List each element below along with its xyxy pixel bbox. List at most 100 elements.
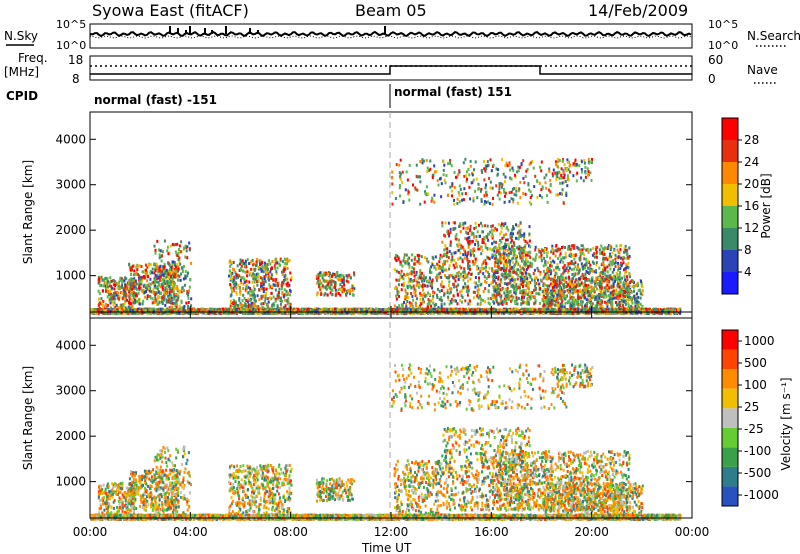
rti-cell: [246, 300, 249, 304]
rti-cell: [418, 175, 421, 179]
rti-cell: [491, 293, 494, 297]
rti-cell: [559, 260, 562, 264]
rti-cell: [543, 251, 546, 254]
rti-cell: [576, 289, 579, 293]
rti-cell: [474, 257, 477, 261]
rti-cell: [177, 251, 180, 255]
rti-cell: [545, 275, 547, 279]
rti-cell: [563, 305, 566, 309]
rti-cell: [488, 273, 491, 276]
rti-cell: [422, 283, 424, 287]
rti-cell: [245, 279, 248, 283]
rti-cell: [404, 274, 407, 277]
rti-cell: [423, 200, 426, 204]
rti-cell: [324, 273, 327, 277]
rti-cell: [561, 292, 564, 296]
rti-cell: [597, 301, 600, 305]
rti-cell: [586, 247, 589, 251]
rti-cell: [286, 277, 289, 281]
rti-cell: [462, 248, 465, 252]
rti-cell: [316, 293, 319, 297]
rti-cell: [320, 292, 323, 296]
rti-cell: [275, 271, 278, 275]
rti-cell: [491, 255, 494, 259]
rti-cell: [571, 280, 574, 284]
rti-cell: [485, 167, 488, 171]
rti-cell: [540, 253, 543, 257]
rti-cell: [548, 169, 551, 173]
rti-cell: [546, 194, 549, 198]
rti-cell: [260, 294, 263, 298]
rti-cell: [421, 293, 424, 297]
rti-cell: [399, 276, 402, 280]
rti-cell: [633, 294, 636, 298]
rti-cell: [435, 303, 438, 306]
rti-cell: [594, 284, 597, 288]
rti-cell: [555, 296, 558, 300]
rti-cell: [510, 274, 513, 278]
rti-cell: [602, 253, 605, 257]
rti-cell: [173, 272, 176, 276]
rti-cell: [258, 288, 261, 292]
rti-cell: [435, 170, 438, 174]
rti-cell: [625, 282, 628, 286]
rti-cell: [619, 285, 622, 288]
rti-cell: [334, 292, 337, 296]
rti-cell: [474, 260, 477, 264]
rti-cell: [496, 228, 498, 232]
rti-cell: [620, 264, 623, 268]
rti-cell: [613, 279, 616, 283]
rti-cell: [104, 284, 106, 288]
rti-cell: [584, 279, 587, 282]
rti-cell: [168, 282, 171, 285]
rti-cell: [100, 275, 103, 279]
rti-cell: [260, 269, 263, 273]
rti-cell: [443, 248, 446, 252]
freq-panel: Freq. [MHz] 18 8 60 0 Nave CPID: [4, 51, 778, 103]
rti-cell: [229, 259, 232, 263]
rti-cell: [525, 289, 527, 292]
rti-cell: [608, 286, 611, 290]
rti-cell: [512, 198, 515, 201]
rti-cell: [114, 291, 117, 295]
rti-cell: [412, 284, 415, 288]
rti-cell: [529, 274, 532, 278]
rti-cell: [579, 255, 582, 259]
rti-cell: [561, 181, 564, 185]
rti-cell: [496, 291, 499, 295]
rti-cell: [630, 290, 633, 294]
rti-cell: [630, 304, 633, 308]
rti-cell: [320, 281, 323, 285]
rti-cell: [259, 276, 262, 280]
rti-cell: [239, 292, 242, 296]
rti-cell: [451, 184, 454, 188]
rti-cell: [414, 255, 417, 259]
rti-cell: [548, 299, 551, 303]
rti-cell: [279, 306, 282, 310]
rti-cell: [576, 300, 579, 303]
rti-cell: [166, 294, 169, 298]
rti-cell: [485, 281, 488, 284]
rti-cell: [397, 279, 400, 282]
rti-cell: [607, 294, 610, 297]
rti-cell: [572, 162, 575, 166]
rti-cell: [496, 193, 499, 197]
rti-cell: [400, 288, 403, 292]
rti-cell: [494, 274, 496, 278]
rti-cell: [503, 277, 506, 281]
rti-cell: [577, 294, 580, 298]
rti-cell: [462, 278, 465, 282]
rti-cell: [525, 284, 528, 288]
rti-cell: [504, 175, 507, 179]
rti-cell: [600, 270, 603, 274]
rti-cell: [287, 297, 290, 301]
rti-cell: [527, 287, 530, 291]
rti-cell: [566, 176, 569, 180]
rti-cell: [235, 305, 238, 309]
rti-cell: [270, 276, 273, 280]
rti-cell: [101, 289, 104, 293]
rti-cell: [461, 300, 463, 304]
rti-cell: [100, 283, 103, 287]
rti-cell: [586, 298, 589, 302]
rti-cell: [130, 291, 133, 295]
